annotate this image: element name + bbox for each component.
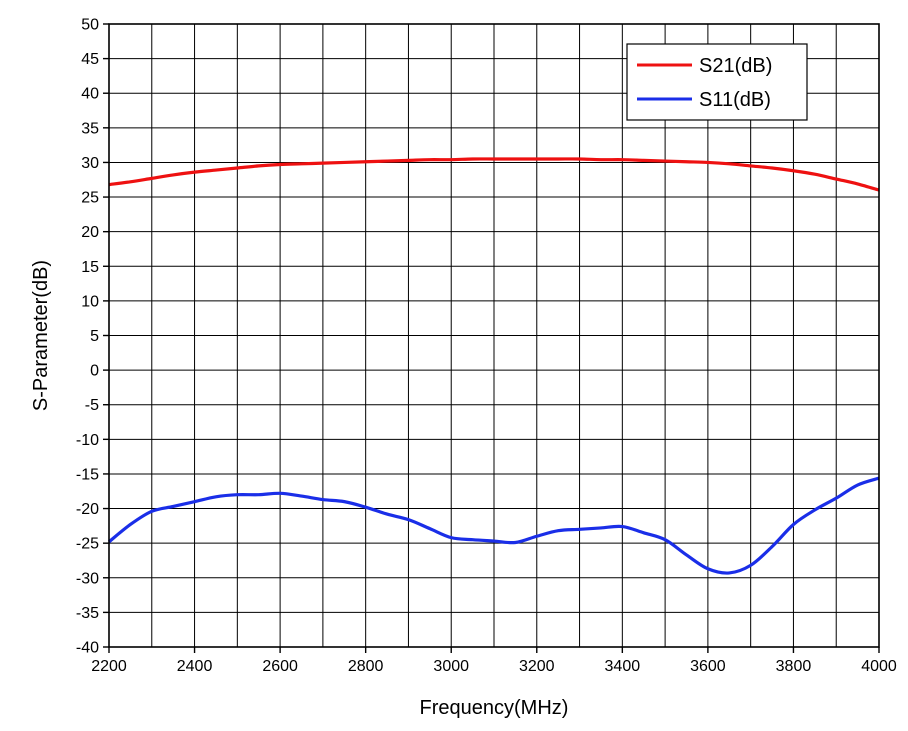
x-tick-label: 2600 [262,658,298,675]
x-tick-label: 3600 [690,658,726,675]
y-tick-label: -15 [76,466,99,483]
grid [109,24,879,647]
y-tick-label: -5 [85,397,99,414]
series-line-s11 [107,476,880,575]
x-tick-label: 2800 [348,658,384,675]
x-tick-label: 3800 [776,658,812,675]
y-tick-label: 40 [81,86,99,103]
y-tick-label: -40 [76,640,99,657]
y-tick-label: 15 [81,259,99,276]
y-tick-label: -20 [76,501,99,518]
legend-label-s11: S11(dB) [699,89,771,111]
x-axis-title: Frequency(MHz) [420,697,569,719]
series-line-s21 [108,157,880,192]
y-tick-label: 45 [81,51,99,68]
y-tick-label: -25 [76,536,99,553]
y-axis-title: S-Parameter(dB) [30,260,52,411]
y-tick-label: 0 [90,363,99,380]
y-tick-label: -10 [76,432,99,449]
legend-label-s21: S21(dB) [699,55,772,77]
y-tick-label: 35 [81,120,99,137]
y-tick-label: 5 [90,328,99,345]
y-tick-label: 30 [81,155,99,172]
y-tick-label: 25 [81,190,99,207]
x-tick-label: 3000 [433,658,469,675]
x-tick-label: 4000 [861,658,897,675]
axis-ticks [103,23,880,653]
series-layer [107,157,880,575]
y-tick-label: -30 [76,570,99,587]
y-tick-label: 20 [81,224,99,241]
x-tick-label: 3200 [519,658,555,675]
legend-box [626,43,808,121]
x-tick-label: 2400 [177,658,213,675]
y-tick-label: 50 [81,17,99,34]
y-tick-label: 10 [81,293,99,310]
y-tick-label: -35 [76,605,99,622]
tick-labels: 2200 2400 2600 2800 3000 3200 3400 3600 3800 4000… [76,17,897,676]
legend: S21(dB) S11(dB) [626,43,808,121]
x-tick-label: 2200 [91,658,127,675]
x-tick-label: 3400 [605,658,641,675]
